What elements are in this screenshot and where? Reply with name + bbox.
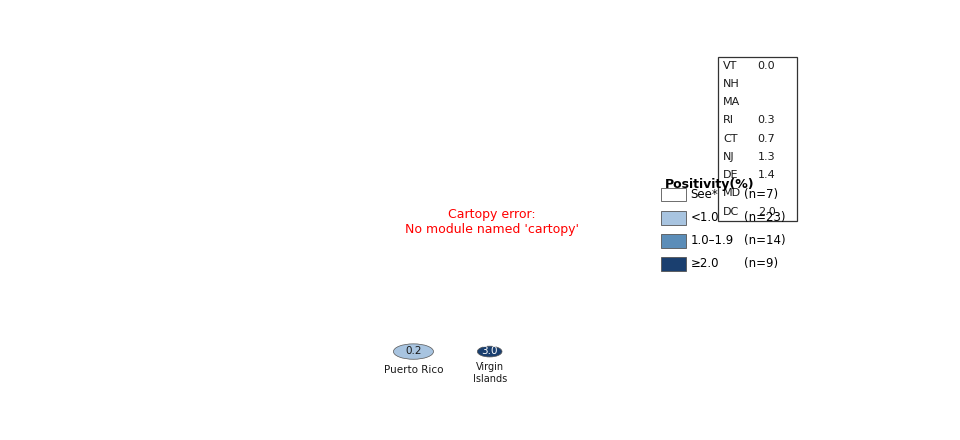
Text: 0.7: 0.7 (757, 134, 776, 143)
Text: MA: MA (723, 97, 740, 107)
Text: 2.0: 2.0 (757, 206, 776, 216)
Text: (n=23): (n=23) (744, 211, 785, 224)
Text: 0.3: 0.3 (757, 115, 776, 125)
Text: 3.0: 3.0 (481, 346, 498, 356)
Bar (661, 211, 686, 224)
Ellipse shape (477, 346, 502, 357)
Text: 1.3: 1.3 (757, 152, 776, 162)
Text: NJ: NJ (723, 152, 734, 162)
Text: See*: See* (690, 188, 718, 201)
Text: 0.0: 0.0 (757, 61, 776, 71)
Text: DC: DC (723, 206, 739, 216)
Text: Puerto Rico: Puerto Rico (384, 365, 444, 375)
Text: RI: RI (723, 115, 734, 125)
Text: Positivity(%): Positivity(%) (665, 178, 755, 191)
Bar (718, 57, 797, 220)
Text: Virgin
Islands: Virgin Islands (472, 363, 507, 384)
Text: Cartopy error:
No module named 'cartopy': Cartopy error: No module named 'cartopy' (405, 208, 579, 236)
Text: 1.4: 1.4 (757, 170, 776, 180)
Bar (661, 257, 686, 271)
Text: VT: VT (723, 61, 737, 71)
Bar (661, 234, 686, 248)
Text: NH: NH (723, 79, 740, 89)
Text: (n=7): (n=7) (744, 188, 778, 201)
Ellipse shape (394, 344, 434, 359)
Text: CT: CT (723, 134, 737, 143)
Text: ≥2.0: ≥2.0 (690, 257, 719, 270)
Text: (n=9): (n=9) (744, 257, 778, 270)
Text: MD: MD (723, 188, 741, 198)
Text: <1.0: <1.0 (690, 211, 719, 224)
Text: 1.0–1.9: 1.0–1.9 (690, 234, 733, 247)
Bar (661, 187, 686, 202)
Text: 0.2: 0.2 (405, 346, 421, 356)
Text: DE: DE (723, 170, 738, 180)
Text: (n=14): (n=14) (744, 234, 785, 247)
